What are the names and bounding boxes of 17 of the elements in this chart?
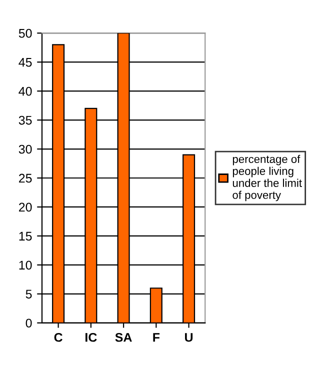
y-tick-label: 5 (26, 290, 32, 299)
x-tick-label: U (185, 333, 193, 342)
x-tick-label: SA (115, 332, 132, 342)
x-tick-label: F (153, 333, 160, 342)
y-tick-label: 15 (19, 232, 32, 241)
y-tick-label: 20 (18, 202, 32, 212)
y-tick-label: 50 (18, 28, 32, 38)
y-tick-label: 35 (18, 116, 32, 125)
x-tick-label: IC (86, 332, 97, 342)
y-tick-label: 10 (19, 260, 32, 270)
legend-label: percentage of people living under the limit of poverty (232, 154, 302, 202)
y-tick-label: 45 (18, 58, 32, 67)
y-tick-label: 30 (18, 144, 32, 154)
y-tick-label: 25 (18, 174, 32, 183)
y-tick-label: 0 (26, 318, 32, 328)
y-tick-label: 40 (18, 86, 32, 96)
x-tick-label: C (54, 332, 62, 342)
